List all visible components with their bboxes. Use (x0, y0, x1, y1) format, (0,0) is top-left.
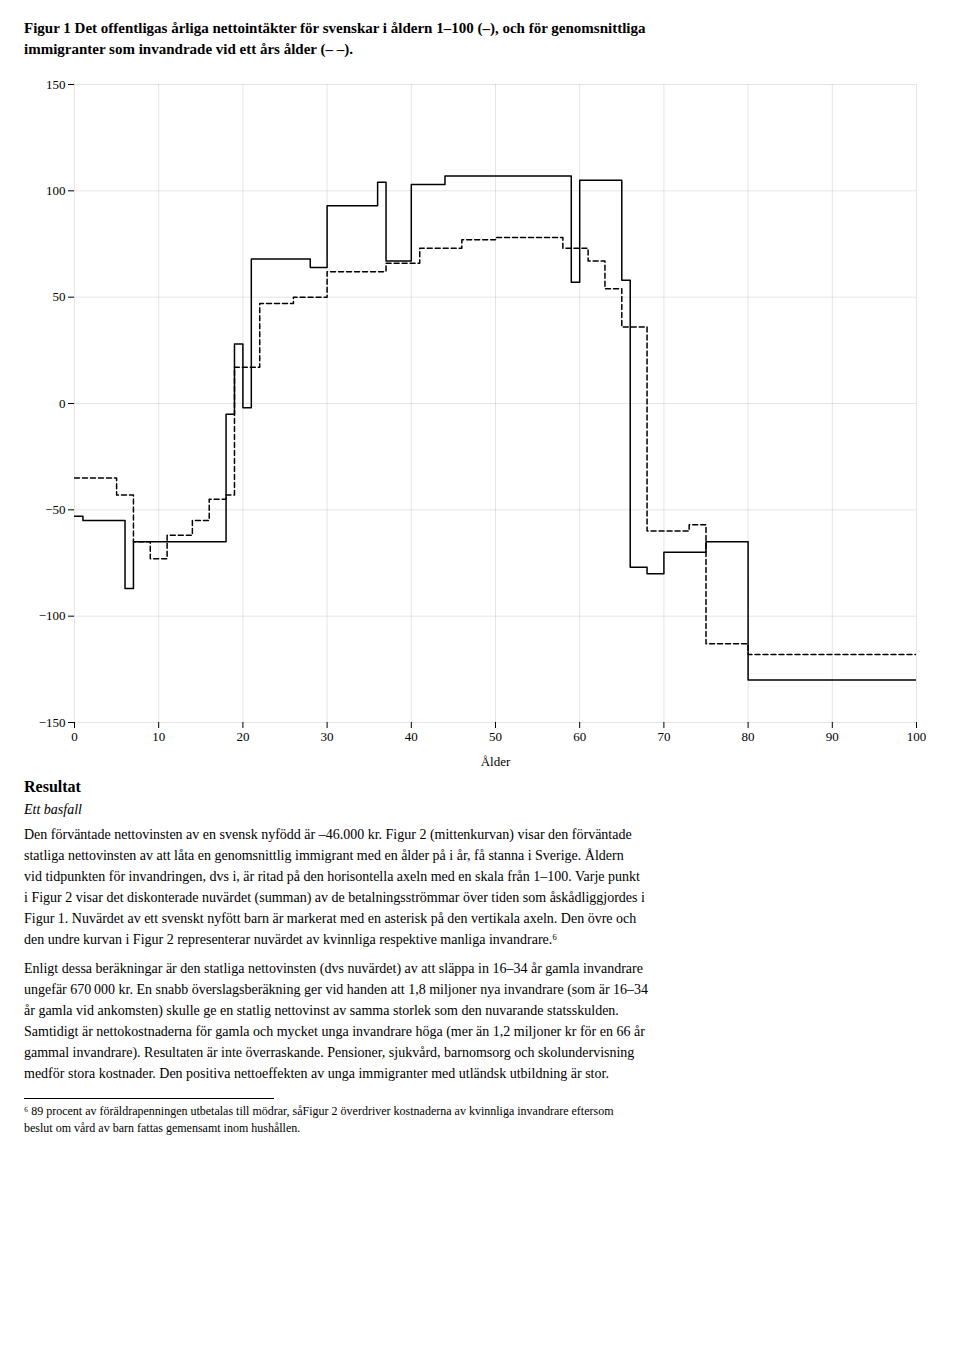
html-text:Den förväntade nettovinsten av: Den förväntade nettovinsten av en svensk… (24, 827, 645, 947)
svg-text:−50: −50 (45, 502, 65, 517)
svg-text:0: 0 (59, 396, 66, 411)
svg-text:0: 0 (71, 729, 78, 744)
svg-text:80: 80 (742, 729, 755, 744)
svg-text:40: 40 (405, 729, 418, 744)
svg-text:70: 70 (657, 729, 670, 744)
html-text:⁶ 89 procent av föräldrapennin: ⁶ 89 procent av föräldrapenningen utbeta… (24, 1104, 614, 1135)
svg-text:20: 20 (236, 729, 249, 744)
svg-text:100: 100 (46, 183, 66, 198)
html-text:Enligt dessa beräkningar är de: Enligt dessa beräkningar är den statliga… (24, 961, 649, 1081)
html-text:Figur 1 Det offentligas årliga: Figur 1 Det offentligas årliga nettointä… (24, 20, 646, 57)
html-text:Ett basfall: Ett basfall (24, 802, 82, 817)
svg-text:60: 60 (573, 729, 586, 744)
svg-text:10: 10 (152, 729, 165, 744)
svg-text:30: 30 (321, 729, 334, 744)
svg-text:50: 50 (53, 289, 66, 304)
svg-text:50: 50 (489, 729, 502, 744)
svg-text:90: 90 (826, 729, 839, 744)
html-text:Resultat: Resultat (24, 778, 81, 795)
svg-text:Ålder: Ålder (481, 754, 511, 769)
svg-text:−100: −100 (39, 608, 66, 623)
svg-text:−150: −150 (39, 715, 66, 730)
svg-text:150: 150 (46, 77, 66, 92)
svg-text:100: 100 (907, 729, 927, 744)
